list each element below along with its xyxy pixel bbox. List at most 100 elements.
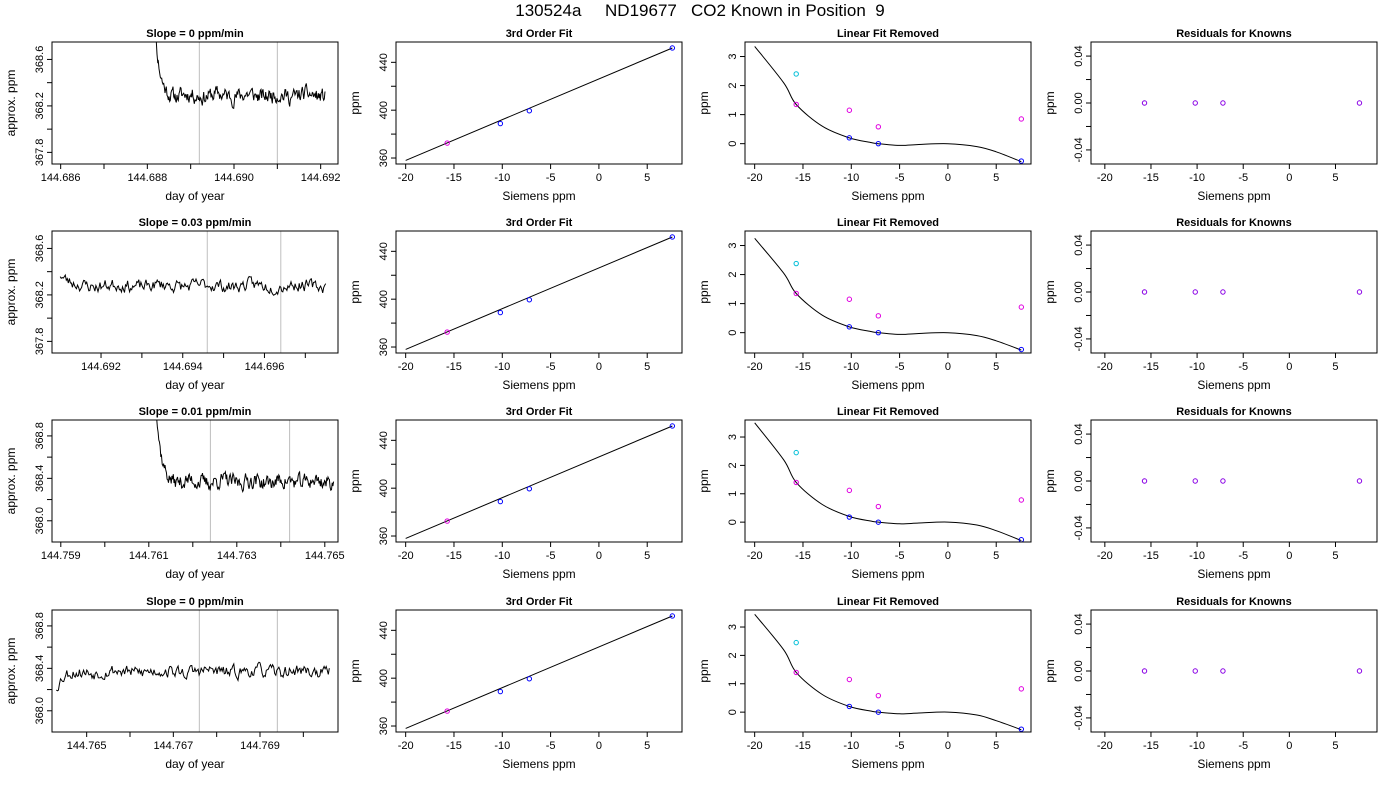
panel-title: Residuals for Knowns bbox=[1176, 217, 1292, 229]
y-tick-label: 2 bbox=[727, 652, 739, 658]
data-point bbox=[846, 487, 853, 494]
x-tick-label: 0 bbox=[596, 172, 602, 184]
residual-curve bbox=[754, 46, 1022, 163]
y-tick-label: 367.8 bbox=[34, 328, 46, 356]
y-tick-label: 400 bbox=[378, 290, 390, 308]
x-tick-label: -10 bbox=[1189, 172, 1205, 184]
panel-title: Residuals for Knowns bbox=[1176, 596, 1292, 608]
x-tick-label: 144.769 bbox=[240, 740, 280, 752]
x-tick-label: -15 bbox=[1143, 361, 1159, 373]
x-tick-label: -5 bbox=[895, 550, 905, 562]
panel-4-2: 3rd Order Fit Siemens ppm ppm -20 -15 -10 -5 0 5… bbox=[348, 596, 683, 771]
x-tick-label: -5 bbox=[546, 740, 556, 752]
x-tick-label: -15 bbox=[446, 172, 462, 184]
x-tick-label: -10 bbox=[843, 550, 859, 562]
y-axis-label: ppm bbox=[1043, 280, 1057, 303]
data-point bbox=[1220, 289, 1226, 295]
panel-title: 3rd Order Fit bbox=[506, 217, 573, 229]
x-axis-label: Siemens ppm bbox=[502, 567, 575, 581]
x-tick-label: -10 bbox=[494, 361, 510, 373]
y-tick-label: 440 bbox=[378, 431, 390, 449]
panel-3-4: Residuals for Knowns Siemens ppm ppm -20 -15… bbox=[1043, 406, 1378, 581]
data-point bbox=[793, 479, 799, 486]
y-tick-label: 3 bbox=[727, 53, 739, 59]
fit-line bbox=[405, 236, 673, 350]
data-layer bbox=[56, 661, 330, 692]
y-tick-label: 368.2 bbox=[34, 281, 46, 309]
data-point bbox=[1356, 289, 1363, 295]
x-tick-label: 144.696 bbox=[245, 361, 285, 373]
y-axis-label: approx. ppm bbox=[4, 448, 18, 515]
x-tick-label: 144.763 bbox=[217, 550, 257, 562]
x-tick-label: 0 bbox=[596, 550, 602, 562]
y-tick-label: 0.04 bbox=[1073, 423, 1085, 444]
plot-frame bbox=[744, 419, 1032, 543]
plot-frame bbox=[51, 41, 339, 165]
plot-frame bbox=[395, 609, 683, 733]
data-point bbox=[875, 124, 882, 130]
data-point bbox=[526, 297, 533, 303]
x-tick-label: 5 bbox=[993, 172, 999, 184]
y-tick-label: -0.04 bbox=[1073, 326, 1085, 351]
x-tick-label: -15 bbox=[446, 740, 462, 752]
data-point bbox=[1141, 100, 1148, 106]
y-tick-label: 368.8 bbox=[34, 422, 46, 450]
y-tick-label: 400 bbox=[378, 479, 390, 497]
x-tick-label: -20 bbox=[398, 740, 414, 752]
y-tick-label: 368.4 bbox=[34, 655, 46, 683]
residual-curve bbox=[754, 237, 1022, 351]
y-tick-label: -0.04 bbox=[1073, 705, 1085, 730]
y-tick-label: 2 bbox=[727, 272, 739, 278]
plot-frame bbox=[744, 41, 1032, 165]
plot-frame bbox=[395, 419, 683, 543]
fit-line bbox=[405, 615, 673, 729]
data-layer bbox=[754, 422, 1022, 542]
y-tick-label: 0 bbox=[727, 519, 739, 525]
y-tick-label: 0 bbox=[727, 709, 739, 715]
x-tick-label: 144.694 bbox=[163, 361, 203, 373]
data-point bbox=[1141, 478, 1148, 484]
data-point bbox=[846, 324, 853, 330]
y-tick-label: 1 bbox=[727, 491, 739, 497]
x-axis-label: Siemens ppm bbox=[1197, 189, 1270, 203]
x-tick-label: 0 bbox=[945, 740, 951, 752]
x-tick-label: 0 bbox=[945, 172, 951, 184]
panel-title: Slope = 0.03 ppm/min bbox=[139, 217, 252, 229]
y-tick-label: 3 bbox=[727, 624, 739, 630]
x-tick-label: 144.759 bbox=[41, 550, 81, 562]
x-tick-label: -10 bbox=[843, 172, 859, 184]
y-tick-label: 368.6 bbox=[34, 46, 46, 74]
plot-frame bbox=[1090, 419, 1378, 543]
data-point bbox=[497, 688, 504, 695]
data-point bbox=[875, 140, 882, 147]
y-tick-label: 400 bbox=[378, 669, 390, 687]
data-point bbox=[875, 313, 882, 319]
x-tick-label: 144.761 bbox=[129, 550, 169, 562]
x-tick-label: -15 bbox=[1143, 172, 1159, 184]
y-tick-label: 360 bbox=[378, 338, 390, 356]
y-axis-label: ppm bbox=[348, 659, 362, 682]
panel-title: 3rd Order Fit bbox=[506, 596, 573, 608]
data-point bbox=[1192, 100, 1198, 106]
y-tick-label: 2 bbox=[727, 462, 739, 468]
y-tick-label: -0.04 bbox=[1073, 137, 1085, 162]
data-point bbox=[846, 514, 853, 520]
x-tick-label: 5 bbox=[1332, 740, 1338, 752]
x-tick-label: 144.765 bbox=[67, 740, 107, 752]
data-point bbox=[1141, 668, 1148, 674]
data-point bbox=[846, 135, 853, 141]
x-tick-label: -5 bbox=[546, 550, 556, 562]
panel-4-3: Linear Fit Removed Siemens ppm ppm -20 -15 -1… bbox=[697, 596, 1032, 771]
data-point bbox=[669, 234, 676, 240]
figure-title: 130524a ND19677 CO2 Known in Position 9 bbox=[515, 1, 885, 20]
y-tick-label: 0.00 bbox=[1073, 92, 1085, 113]
y-axis-label: ppm bbox=[697, 659, 711, 682]
data-point bbox=[793, 290, 799, 297]
data-point bbox=[1192, 668, 1198, 674]
x-tick-label: 5 bbox=[1332, 361, 1338, 373]
x-tick-label: 144.692 bbox=[81, 361, 121, 373]
data-point bbox=[846, 703, 853, 710]
data-point bbox=[1356, 100, 1363, 106]
x-tick-label: 0 bbox=[945, 550, 951, 562]
data-layer bbox=[405, 236, 673, 350]
